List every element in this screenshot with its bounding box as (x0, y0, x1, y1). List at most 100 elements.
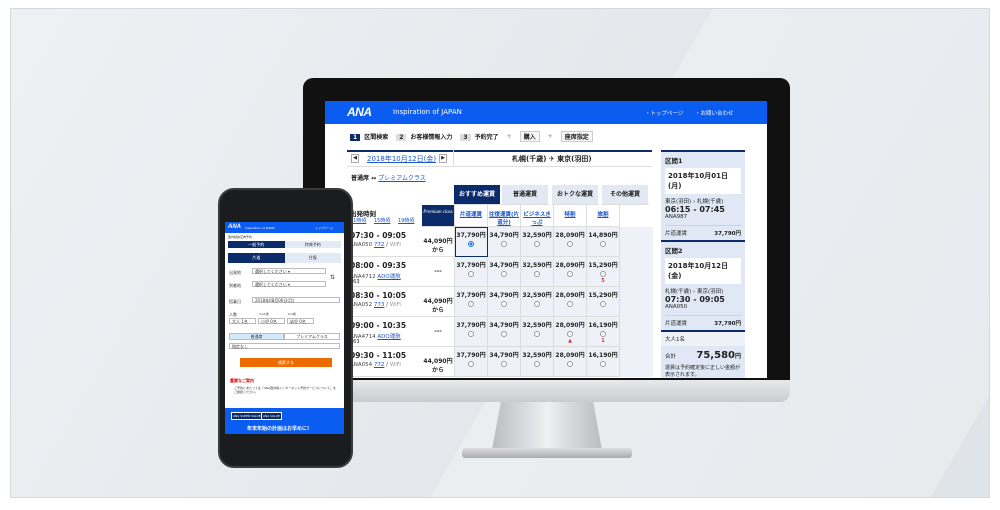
aircraft-link[interactable]: 773 (373, 302, 385, 308)
time-jump-link[interactable]: 11時頃 (350, 218, 367, 224)
fare-radio[interactable] (501, 331, 507, 337)
fare-radio[interactable] (501, 301, 507, 307)
fare-option[interactable]: 37,790円 (455, 287, 488, 317)
cabin-premium-radio[interactable]: プレミアムクラス (284, 333, 340, 340)
fare-radio[interactable] (534, 331, 540, 337)
fare-option[interactable]: 34,790円 (488, 347, 521, 377)
time-jump-link[interactable]: 15時頃 (374, 218, 391, 224)
fare-option[interactable]: 34,790円 (488, 227, 521, 257)
fare-option[interactable]: 34,790円 (488, 287, 521, 317)
fare-radio[interactable] (600, 331, 606, 337)
aircraft-link[interactable]: ADO運航 (377, 274, 401, 280)
mobile-nav-top[interactable]: トップページ (315, 225, 333, 230)
time-jump-link[interactable]: 19時頃 (398, 218, 415, 224)
fare-radio[interactable] (567, 361, 573, 367)
arr-select[interactable]: 選択してください ▾ (252, 281, 326, 287)
fare-tab[interactable]: おすすめ運賃 (454, 185, 502, 205)
notice-title: 重要なご案内 (230, 378, 254, 383)
step-purchase: 購入 (519, 131, 540, 142)
fare-option[interactable]: 16,190円 1 (587, 317, 620, 347)
tab-round-trip[interactable]: 往復 (284, 253, 341, 263)
fare-option[interactable]: 32,590円 (521, 347, 554, 377)
fare-option[interactable]: 14,890円 (587, 227, 620, 257)
tab-one-way[interactable]: 片道 (228, 253, 285, 263)
infant-select[interactable]: 幼児 0名 (287, 318, 314, 324)
aircraft-link[interactable]: 772 (373, 242, 385, 248)
fare-option[interactable]: 28,090円 (554, 287, 587, 317)
fare-option[interactable]: 32,590円 (521, 257, 554, 287)
fare-option[interactable]: 28,090円 (554, 257, 587, 287)
fare-radio[interactable] (600, 301, 606, 307)
fare-radio[interactable] (501, 241, 507, 247)
fare-radio[interactable] (600, 241, 606, 247)
fare-radio[interactable] (567, 331, 573, 337)
fare-option[interactable]: 32,590円 (521, 287, 554, 317)
search-button[interactable]: 検索する (240, 358, 332, 367)
fare-radio[interactable] (468, 241, 474, 247)
fare-option[interactable]: 28,090円 ▲ (554, 317, 587, 347)
fare-column-header[interactable]: 片道運賃 (455, 205, 488, 227)
premium-fare[interactable]: 44,090円 から (422, 227, 455, 257)
fare-select[interactable]: 指定なし (229, 343, 340, 349)
mobile-logo[interactable]: ANA (228, 224, 241, 230)
tab-general[interactable]: 一般予約 (228, 241, 285, 248)
fare-column-header[interactable]: 旅割 (587, 205, 620, 227)
fare-radio[interactable] (600, 361, 606, 367)
date-input[interactable]: 2018年08月06日(月) (252, 297, 340, 303)
nav-contact[interactable]: ・お問い合わせ (695, 111, 734, 117)
fare-radio[interactable] (534, 301, 540, 307)
fare-radio[interactable] (501, 361, 507, 367)
fare-option[interactable]: 28,090円 (554, 227, 587, 257)
fare-radio[interactable] (534, 241, 540, 247)
fare-column-header[interactable]: ビジネスきっぷ (521, 205, 554, 227)
fare-tab[interactable]: おトクな運賃 (552, 185, 600, 205)
adult-select[interactable]: 大人 1名 (229, 318, 256, 324)
aircraft-link[interactable]: ADO運航 (377, 334, 401, 340)
tagline: Inspiration of JAPAN (393, 108, 462, 116)
fare-option[interactable]: 32,590円 (521, 227, 554, 257)
fare-radio[interactable] (468, 301, 474, 307)
ana-logo[interactable]: ANA (347, 105, 372, 119)
fare-option[interactable]: 16,190円 (587, 347, 620, 377)
fare-option[interactable]: 15,290円 (587, 287, 620, 317)
fare-column-header[interactable]: 往復運賃(片道分) (488, 205, 521, 227)
fare-radio[interactable] (501, 271, 507, 277)
date-link[interactable]: 2018年10月12日(金) (367, 155, 437, 163)
premium-fare[interactable]: 44,090円 から (422, 347, 455, 377)
promo-banner[interactable]: ANA SUPER VALUE ANA VALUE 年末年始の計画はお早めに! (225, 408, 344, 434)
fare-option[interactable]: 37,790円 (455, 227, 488, 257)
fare-option[interactable]: 34,790円 (488, 317, 521, 347)
fare-option[interactable]: 37,790円 (455, 317, 488, 347)
tab-award[interactable]: 特典予約 (284, 241, 341, 248)
step-seat: 座席指定 (560, 131, 593, 142)
fare-option[interactable]: 34,790円 (488, 257, 521, 287)
next-day-button[interactable]: ▶ (439, 154, 447, 163)
child-select[interactable]: 小児 0名 (258, 318, 285, 324)
fare-radio[interactable] (600, 271, 606, 277)
fare-radio[interactable] (534, 271, 540, 277)
fare-option[interactable]: 28,090円 (554, 347, 587, 377)
fare-option[interactable]: 15,290円 5 (587, 257, 620, 287)
premium-fare[interactable]: 44,090円 から (422, 287, 455, 317)
aircraft-link[interactable]: 772 (373, 362, 385, 368)
fare-radio[interactable] (468, 331, 474, 337)
fare-radio[interactable] (468, 271, 474, 277)
fare-radio[interactable] (567, 271, 573, 277)
fare-radio[interactable] (468, 361, 474, 367)
fare-tab[interactable]: 普通運賃 (502, 185, 550, 205)
fare-option[interactable]: 32,590円 (521, 317, 554, 347)
fare-tab[interactable]: その他運賃 (602, 185, 650, 205)
prev-day-button[interactable]: ◀ (351, 154, 359, 163)
fare-option[interactable]: 37,790円 (455, 347, 488, 377)
cabin-economy-radio[interactable]: 普通席 (229, 333, 284, 340)
fare-radio[interactable] (567, 301, 573, 307)
swap-icon[interactable]: ⇅ (330, 274, 336, 281)
fare-column-header[interactable]: 特割 (554, 205, 587, 227)
fare-radio[interactable] (567, 241, 573, 247)
dep-time-label: 出発時刻 (350, 210, 376, 218)
fare-radio[interactable] (534, 361, 540, 367)
fare-option[interactable]: 37,790円 (455, 257, 488, 287)
nav-top-page[interactable]: ・トップページ (645, 111, 684, 117)
dep-select[interactable]: 選択してください ▾ (252, 268, 326, 274)
premium-class-link[interactable]: プレミアムクラス (378, 175, 426, 182)
